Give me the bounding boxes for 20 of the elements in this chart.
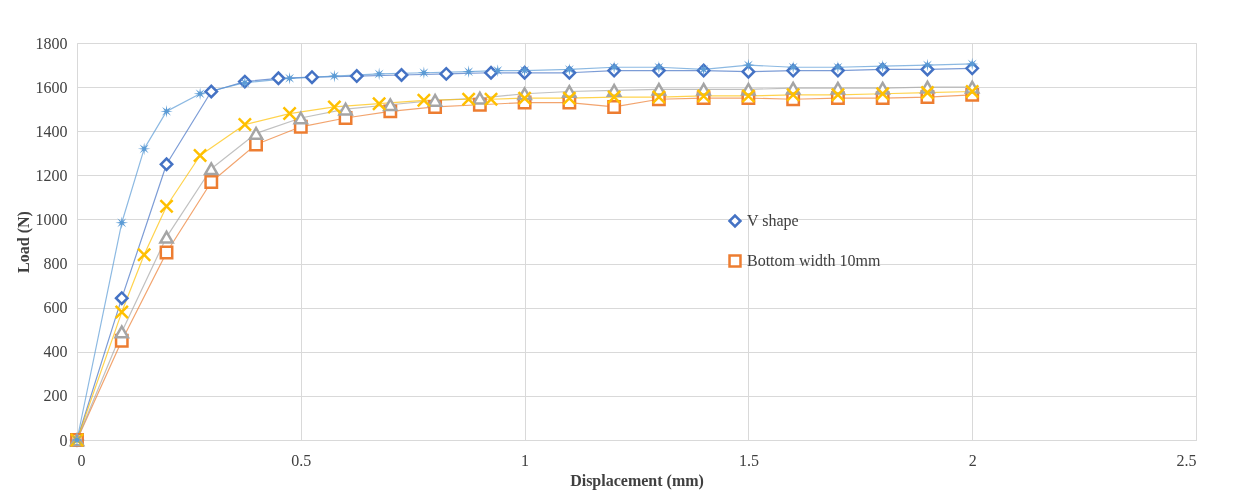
legend-label: Bottom width 10mm [747, 252, 881, 269]
y-tick-label: 1400 [35, 122, 68, 140]
y-tick-label: 200 [43, 387, 68, 405]
x-tick-label: 1 [521, 451, 530, 469]
x-tick-label: 0 [77, 451, 86, 469]
y-tick-label: 0 [59, 431, 68, 449]
y-tick-label: 600 [43, 299, 68, 317]
legend-label: V shape [747, 212, 799, 230]
x-tick-label: 2.5 [1176, 451, 1197, 469]
y-axis-title: Load (N) [14, 211, 33, 273]
x-tick-label: 1.5 [738, 451, 759, 469]
y-tick-label: 800 [43, 255, 68, 273]
x-axis-title: Displacement (mm) [570, 471, 704, 490]
y-tick-label: 1200 [35, 166, 68, 184]
x-tick-label: 2 [968, 451, 977, 469]
y-tick-label: 1000 [35, 210, 68, 228]
y-tick-label: 1800 [35, 34, 68, 52]
y-tick-label: 400 [43, 343, 68, 361]
x-tick-label: 0.5 [291, 451, 312, 469]
y-tick-label: 1600 [35, 78, 68, 96]
